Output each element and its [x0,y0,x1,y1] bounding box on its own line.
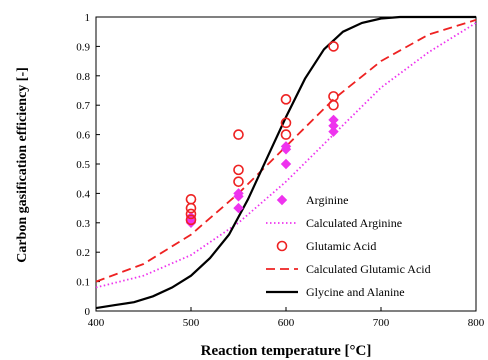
data-point [185,208,197,220]
data-point [280,94,292,105]
x-tick-label: 400 [88,317,105,329]
data-point [185,202,197,214]
data-point [328,126,339,137]
legend-label: Calculated Arginine [306,216,402,230]
y-tick-label: 0.1 [76,277,90,289]
series-arginine [185,114,339,229]
legend: Arginine Calculated Arginine Glutamic Acid… [266,193,431,299]
data-point [280,129,292,140]
data-point [233,176,244,187]
data-point [328,91,339,102]
data-point [233,188,244,199]
data-point [328,114,339,126]
series-calculated-arginine [95,22,477,289]
data-point [280,158,292,170]
legend-marker [276,194,288,206]
data-point [185,211,197,223]
series-calculated-glutamic-acid [95,19,477,283]
data-point [328,99,339,111]
data-point [328,41,339,52]
y-tick-label: 0 [85,306,91,318]
data-point [233,202,244,214]
legend-label: Glycine and Alanine [306,285,405,299]
y-axis-ticks: 0 0.1 0.2 0.3 0.4 0.5 0.6 0.7 0.8 0.9 1 [76,12,100,318]
legend-label: Glutamic Acid [306,239,376,253]
x-axis-ticks: 400 500 600 700 800 [88,307,485,329]
legend-marker [276,240,288,252]
x-tick-label: 700 [373,317,390,329]
data-point [233,164,244,176]
y-tick-label: 0.9 [76,41,90,53]
data-point [280,117,292,129]
legend-label: Arginine [306,193,348,207]
y-tick-label: 0.5 [76,159,90,171]
y-tick-label: 0.7 [76,100,90,112]
series-glycine-and-alanine [95,15,476,310]
y-tick-label: 1 [85,12,91,24]
legend-item-glutamic-acid: Glutamic Acid [276,239,376,253]
y-tick-label: 0.8 [76,71,90,83]
series-line [95,19,477,283]
x-axis-title: Reaction temperature [°C] [201,343,372,359]
legend-item-glycine-and-alanine: Glycine and Alanine [266,285,405,299]
x-tick-label: 500 [183,317,200,329]
data-point [280,141,292,152]
series-line [95,22,477,289]
y-axis-title: Carbon gasification efficiency [-] [15,67,30,263]
legend-label: Calculated Glutamic Acid [306,262,431,276]
series-line [95,15,476,310]
y-tick-label: 0.3 [76,218,90,230]
data-point [185,193,197,205]
legend-item-arginine: Arginine [276,193,348,207]
data-point [233,129,244,140]
x-tick-label: 800 [468,317,485,329]
legend-item-calculated-glutamic-acid: Calculated Glutamic Acid [266,262,431,276]
y-tick-label: 0.6 [76,130,90,142]
y-tick-label: 0.4 [76,188,90,200]
y-tick-label: 0.2 [76,247,90,259]
data-point [185,214,197,226]
x-tick-label: 600 [278,317,295,329]
legend-item-calculated-arginine: Calculated Arginine [266,216,402,230]
data-point [328,120,339,131]
series-layer [95,15,477,310]
series-glutamic-acid [185,41,339,226]
